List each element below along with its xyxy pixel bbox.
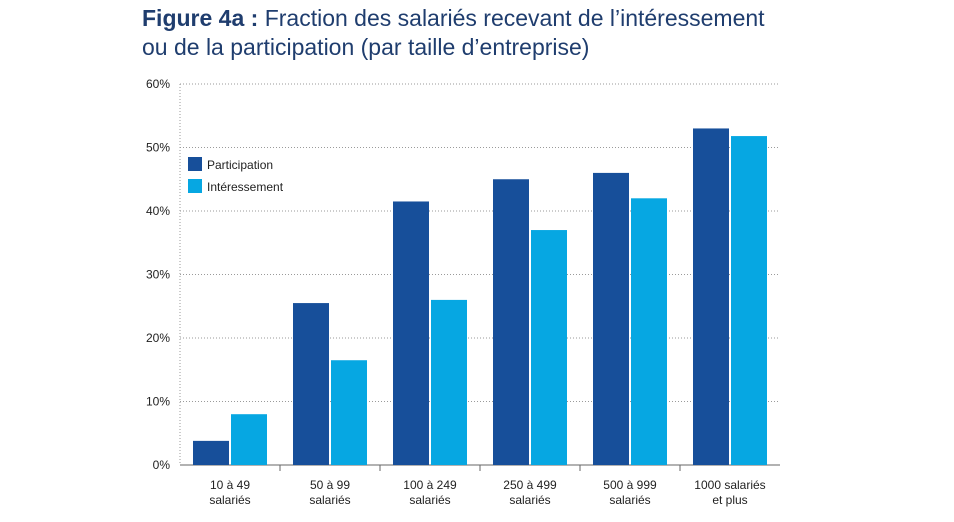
gridlines (180, 83, 780, 402)
bar-participation (193, 440, 229, 465)
x-category-label: 10 à 49 (210, 478, 250, 492)
x-category-label: salariés (509, 493, 550, 507)
bar-interessement (531, 230, 567, 465)
title-line-1: Fraction des salariés recevant de l’inté… (264, 5, 765, 31)
figure-label: Figure 4a : (142, 5, 259, 31)
x-category-label: salariés (309, 493, 350, 507)
legend: Participation Intéressement (188, 157, 284, 194)
x-category-label: salariés (409, 493, 450, 507)
y-tick-label: 40% (146, 204, 170, 218)
bar-participation (593, 172, 629, 465)
y-tick-label: 0% (153, 458, 171, 472)
x-category-label: 50 à 99 (310, 478, 350, 492)
y-tick-label: 30% (146, 268, 170, 282)
bars (193, 128, 767, 466)
bar-interessement (631, 198, 667, 466)
y-tick-label: 10% (146, 395, 170, 409)
bar-participation (293, 303, 329, 465)
bar-participation (693, 128, 729, 465)
legend-label: Participation (207, 158, 273, 172)
bar-interessement (731, 136, 767, 465)
x-category-label: salariés (609, 493, 650, 507)
y-axis: 0% 10% 20% 30% 40% 50% 60% (146, 77, 181, 472)
legend-swatch (188, 157, 202, 171)
x-category-label: 500 à 999 (603, 478, 657, 492)
x-category-label: et plus (712, 493, 747, 507)
y-tick-label: 60% (146, 77, 170, 91)
legend-label: Intéressement (207, 180, 284, 194)
bar-participation (493, 179, 529, 465)
chart-title: Figure 4a : Fraction des salariés receva… (142, 4, 765, 62)
title-line-2: ou de la participation (par taille d’ent… (142, 34, 590, 60)
x-category-label: 250 à 499 (503, 478, 557, 492)
x-category-label: 1000 salariés (694, 478, 765, 492)
bar-participation (393, 201, 429, 465)
bar-interessement (231, 414, 267, 465)
bar-interessement (331, 360, 367, 465)
x-category-label: 100 à 249 (403, 478, 457, 492)
legend-swatch (188, 179, 202, 193)
y-tick-label: 20% (146, 331, 170, 345)
x-category-label: salariés (209, 493, 250, 507)
y-tick-label: 50% (146, 141, 170, 155)
bar-interessement (431, 299, 467, 465)
